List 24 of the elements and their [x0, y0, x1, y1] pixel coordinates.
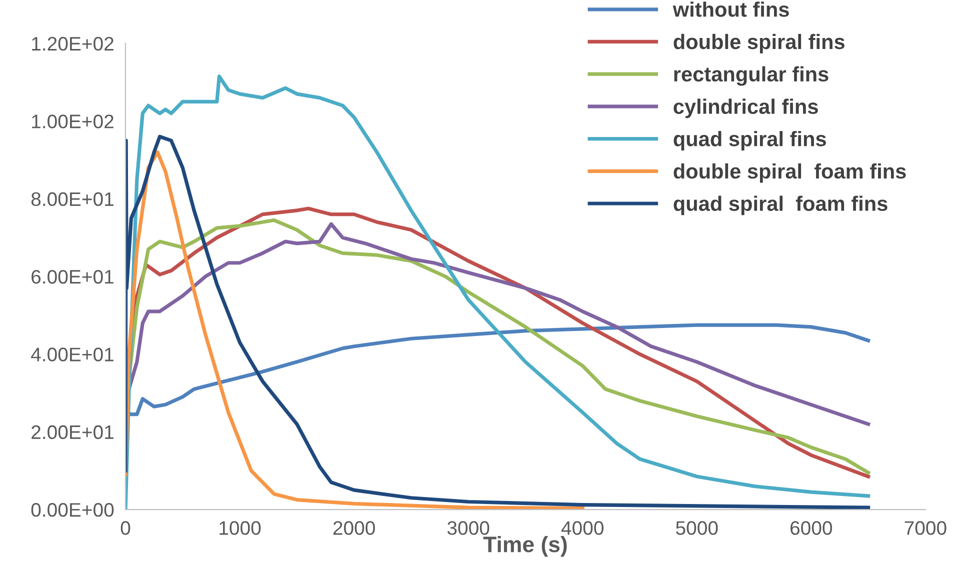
- y-tick-label: 4.00E+01: [31, 348, 114, 362]
- x-tick-label: 1000: [220, 521, 261, 535]
- x-tick-label: 6000: [790, 521, 832, 535]
- y-tick-label: 8.00E+01: [31, 192, 114, 206]
- x-tick-label: 0: [120, 521, 130, 535]
- y-tick-label: 1.00E+02: [32, 114, 114, 128]
- x-axis-title: Time (s): [483, 536, 567, 557]
- x-tick-label: 5000: [676, 521, 718, 535]
- legend-label: double spiral foam fins: [674, 163, 906, 183]
- y-tick-label: 1.20E+02: [32, 36, 114, 51]
- y-tick-label: 0.00E+00: [31, 502, 114, 517]
- y-tick-label: 6.00E+01: [32, 270, 114, 284]
- legend-label: rectangular fins: [674, 66, 828, 86]
- x-tick-label: 2000: [333, 521, 375, 535]
- line-series: [126, 150, 584, 510]
- y-tick-label: 2.00E+01: [32, 425, 114, 440]
- legend-label: without fins: [672, 2, 789, 17]
- legend-label: quad spiral foam fins: [674, 196, 888, 216]
- legend-label: double spiral fins: [674, 34, 844, 54]
- x-tick-label: 7000: [904, 521, 946, 535]
- legend-label: quad spiral fins: [674, 131, 826, 150]
- x-tick-label: 4000: [561, 521, 604, 535]
- legend-label: cylindrical fins: [674, 98, 818, 118]
- x-tick-label: 3000: [447, 521, 490, 535]
